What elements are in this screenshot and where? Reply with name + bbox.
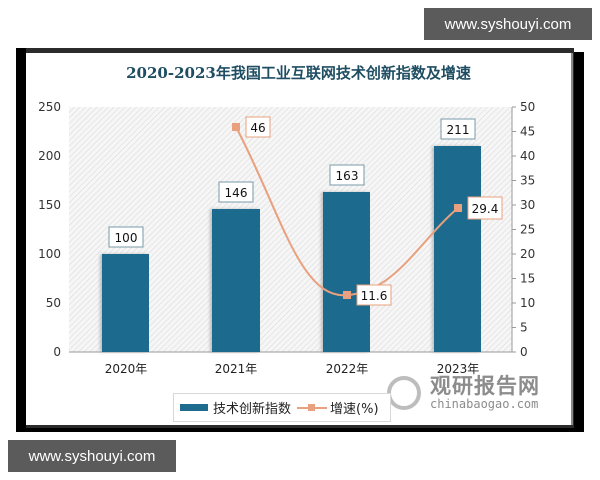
frame-left-edge — [16, 48, 26, 432]
chart-title: 2020-2023年我国工业互联网技术创新指数及增速 — [126, 64, 471, 82]
line-label-2022: 11.6 — [361, 289, 388, 303]
right-tick-label: 30 — [520, 198, 535, 212]
bar-label-2020: 100 — [115, 231, 138, 245]
right-tick-label: 25 — [520, 223, 535, 237]
right-axis: 0 5 10 15 20 25 30 35 40 45 50 — [511, 100, 535, 359]
watermark-bottom: www.syshouyi.com — [8, 440, 176, 472]
bar-series — [102, 146, 481, 352]
left-tick-label: 250 — [38, 100, 61, 114]
bar-label-2021: 146 — [225, 186, 248, 200]
line-marker-2021 — [232, 123, 240, 131]
chart-legend: 技术创新指数 增速(%) — [173, 393, 391, 422]
right-tick-label: 45 — [520, 125, 535, 139]
legend-line-label: 增速(%) — [330, 402, 379, 417]
legend-bar-label: 技术创新指数 — [213, 402, 292, 417]
bar-2021 — [212, 209, 260, 352]
bar-label-2023: 211 — [447, 123, 470, 137]
bar-labels: 100 146 163 211 — [108, 118, 476, 248]
watermark-top: www.syshouyi.com — [424, 8, 592, 40]
left-tick-label: 100 — [38, 247, 61, 261]
left-tick-label: 200 — [38, 149, 61, 163]
right-tick-label: 35 — [520, 174, 535, 188]
line-marker-2022 — [343, 291, 351, 299]
x-label-2023: 2023年 — [437, 362, 480, 376]
right-tick-label: 50 — [520, 100, 535, 114]
x-label-2021: 2021年 — [215, 362, 258, 376]
brand-logo-icon — [387, 376, 421, 410]
brand-name: 观研报告网 — [430, 374, 540, 398]
line-labels: 46 11.6 29.4 — [245, 116, 503, 306]
right-tick-label: 20 — [520, 247, 535, 261]
right-tick-label: 15 — [520, 272, 535, 286]
bar-2022 — [323, 192, 370, 352]
left-tick-label: 0 — [53, 345, 61, 359]
right-tick-label: 0 — [520, 345, 528, 359]
right-tick-label: 40 — [520, 149, 535, 163]
bar-2023 — [434, 146, 481, 352]
line-marker-2023 — [454, 204, 462, 212]
left-axis: 0 50 100 150 200 250 — [38, 100, 61, 359]
line-label-2023: 29.4 — [472, 202, 499, 216]
legend-line-swatch-icon — [297, 402, 328, 414]
bar-2020 — [102, 254, 149, 352]
brand-domain: chinabaogao.com — [430, 397, 539, 411]
x-label-2020: 2020年 — [105, 362, 148, 376]
line-series — [232, 123, 462, 299]
line-label-2021: 46 — [250, 121, 265, 135]
left-tick-label: 50 — [46, 296, 61, 310]
x-axis-labels: 2020年 2021年 2022年 2023年 — [105, 362, 480, 376]
right-tick-label: 5 — [520, 321, 528, 335]
left-tick-label: 150 — [38, 198, 61, 212]
brand-watermark: 观研报告网 chinabaogao.com — [385, 370, 550, 418]
legend-bar-swatch-icon — [180, 404, 208, 411]
x-label-2022: 2022年 — [326, 362, 369, 376]
bar-label-2022: 163 — [336, 169, 359, 183]
right-tick-label: 10 — [520, 296, 535, 310]
